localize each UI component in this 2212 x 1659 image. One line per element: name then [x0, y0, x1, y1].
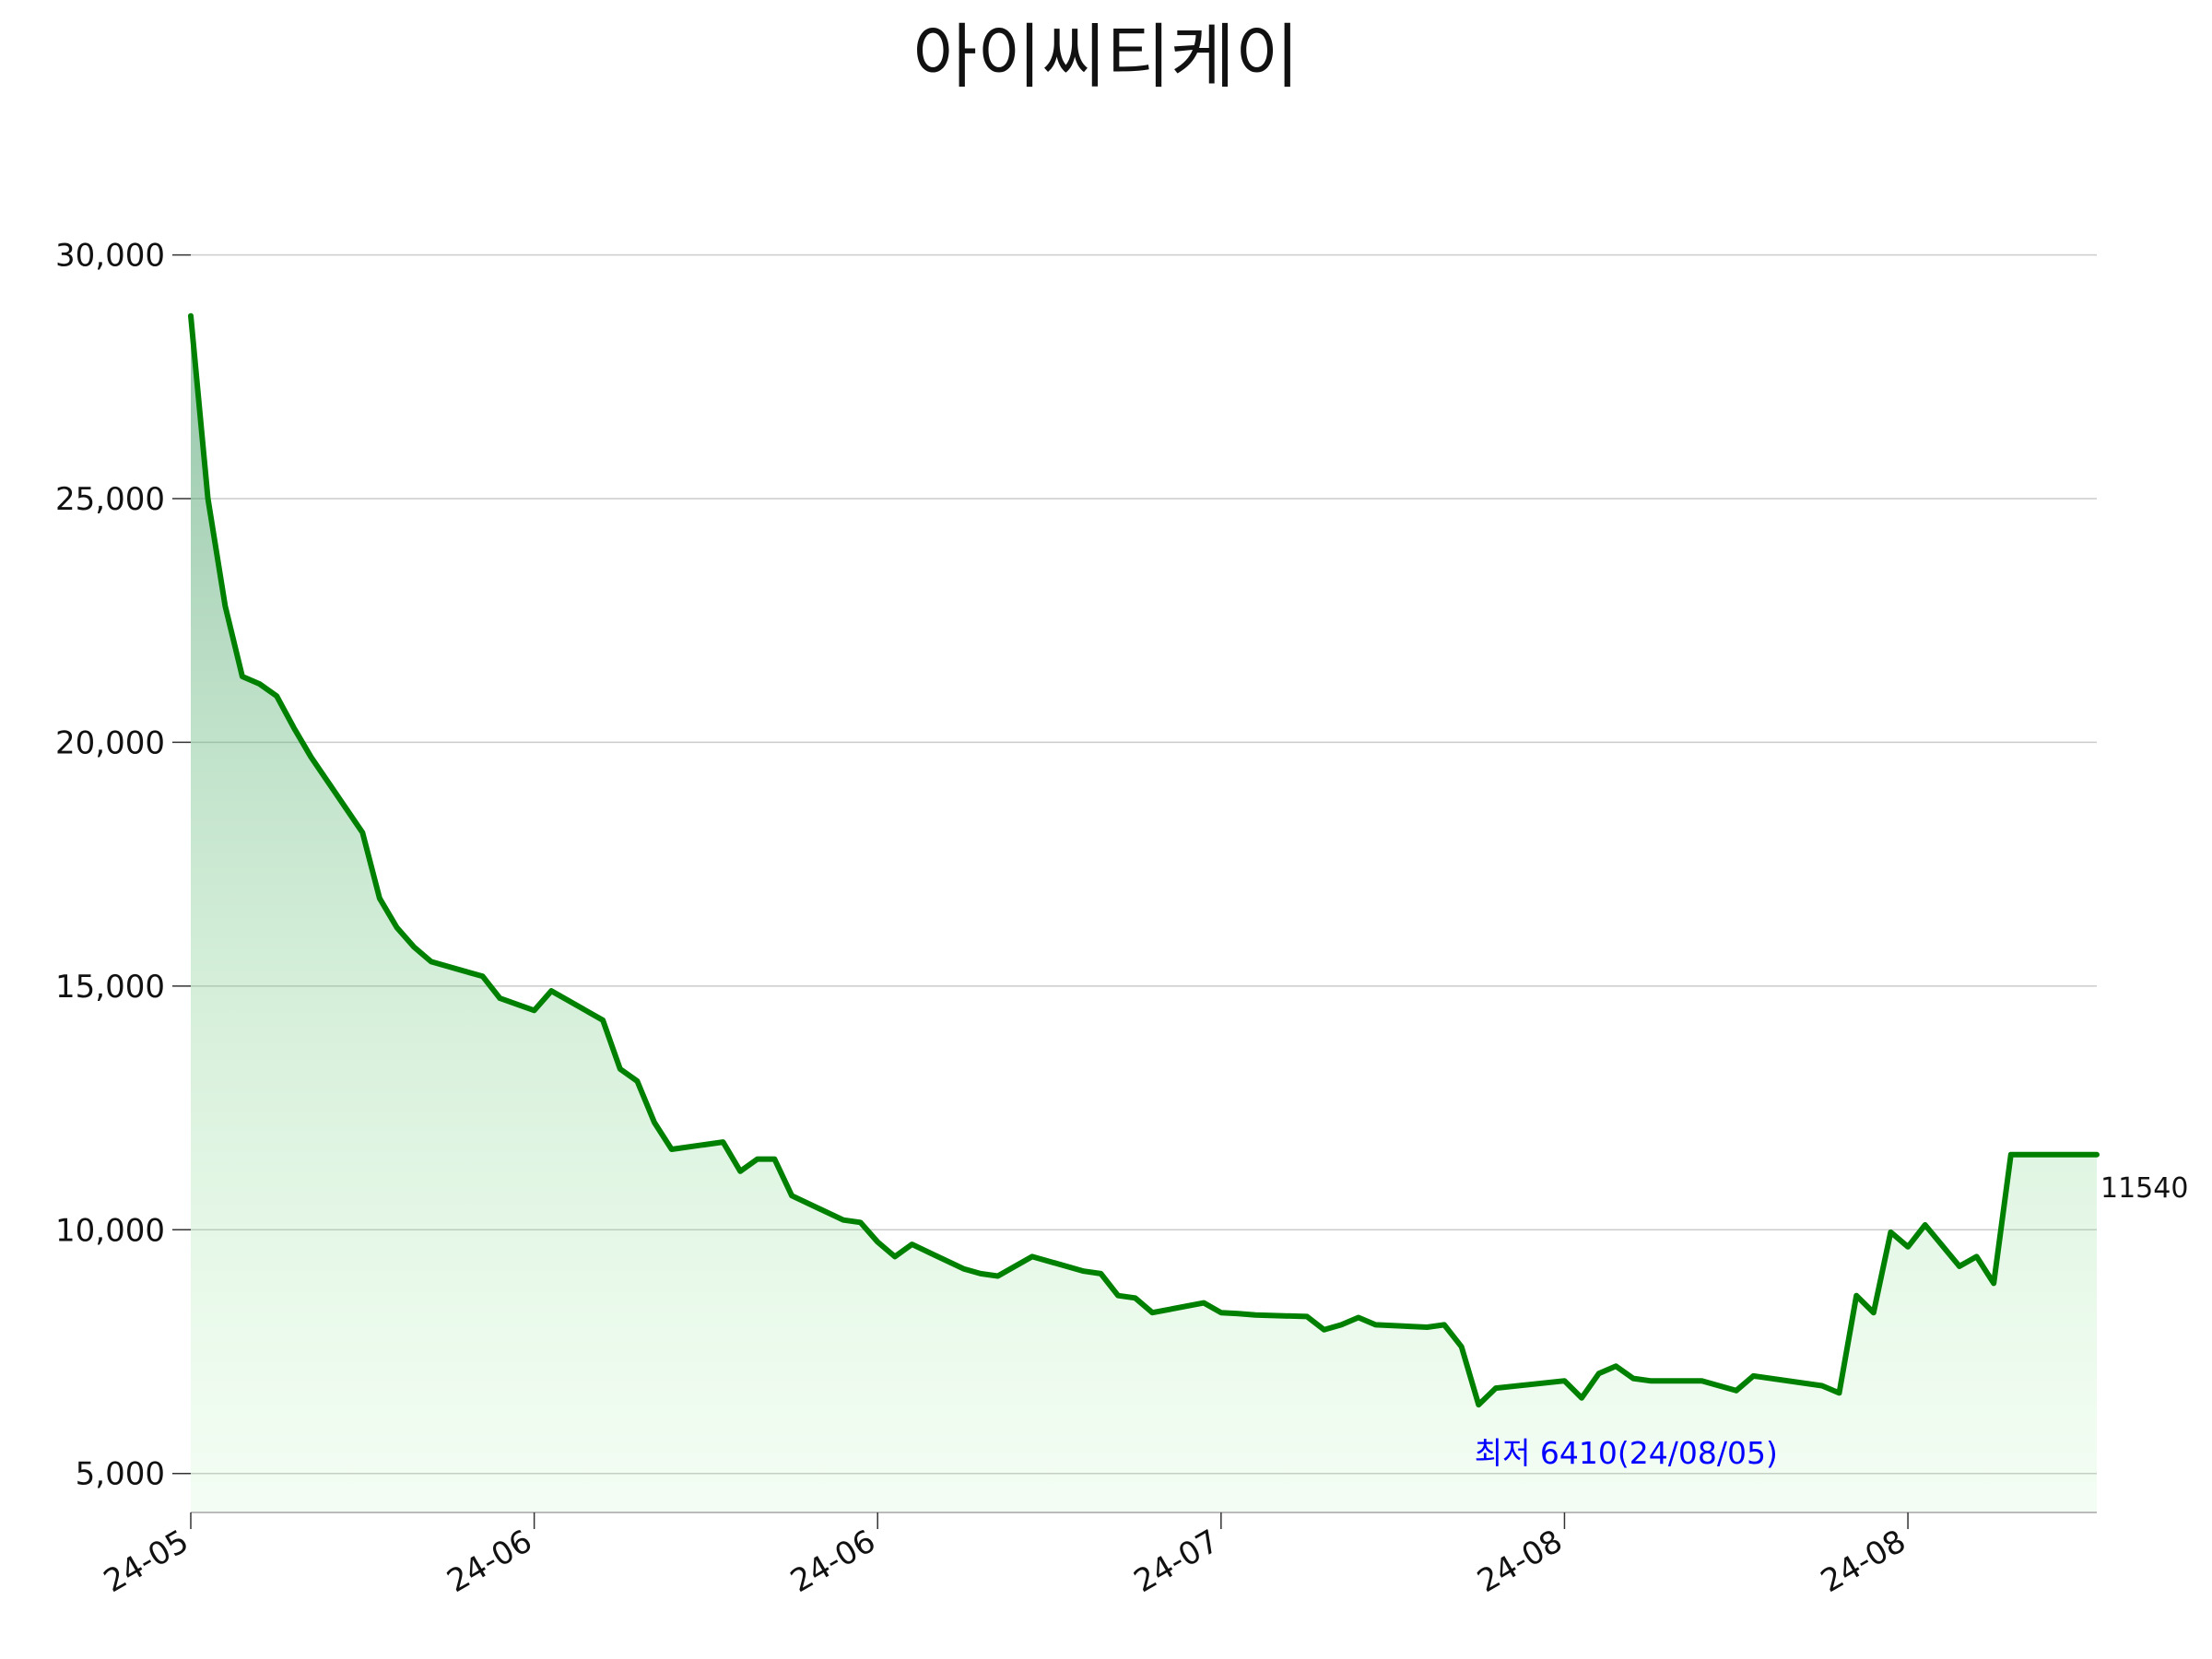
series-line: [188, 312, 2100, 1408]
annotations: 최저 6410(24/08/05) 11540: [1475, 1172, 2189, 1471]
x-tick-label: 24-06: [784, 1523, 882, 1600]
x-tick-label: 24-08: [1471, 1523, 1569, 1600]
chart-title: 아이씨티케이: [912, 16, 1300, 98]
area-path: [191, 315, 2097, 1513]
y-tick-label: 10,000: [55, 1212, 165, 1249]
y-tick-label: 20,000: [55, 724, 165, 761]
area-fill: [191, 315, 2097, 1513]
min-price-annotation: 최저 6410(24/08/05): [1475, 1435, 1778, 1471]
last-price-annotation: 11540: [2100, 1172, 2188, 1205]
price-line: [188, 312, 2100, 1408]
x-tick-label: 24-05: [98, 1523, 195, 1600]
y-tick-label: 15,000: [55, 969, 165, 1006]
x-tick-label: 24-06: [441, 1523, 539, 1600]
x-tick-label: 24-07: [1128, 1523, 1226, 1600]
y-tick-label: 25,000: [55, 481, 165, 518]
y-tick-label: 5,000: [76, 1456, 165, 1493]
y-tick-label: 30,000: [55, 238, 165, 275]
x-tick-label: 24-08: [1815, 1523, 1912, 1600]
